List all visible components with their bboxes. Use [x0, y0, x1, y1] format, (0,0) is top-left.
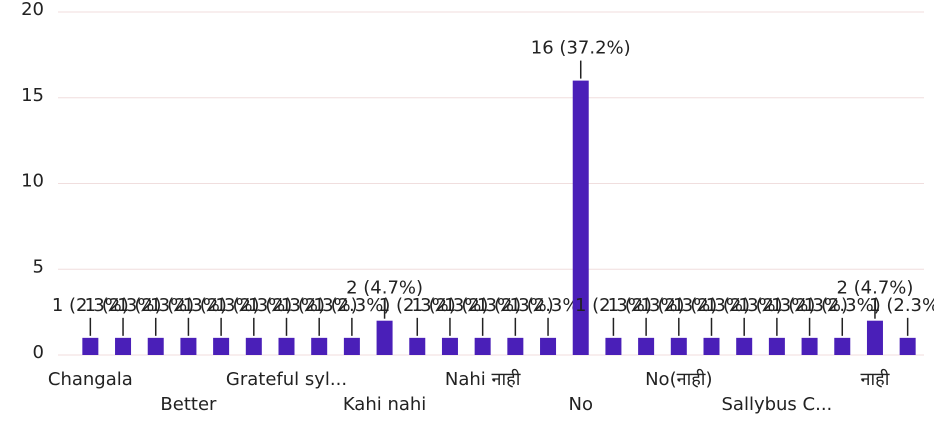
bar: [376, 320, 393, 355]
bar: [670, 337, 687, 355]
data-label: 1 (2.3%): [215, 295, 292, 316]
x-tick-label: Sallybus C...: [721, 394, 832, 415]
y-tick-label: 20: [21, 0, 44, 20]
data-label: 1 (2.3%): [869, 295, 934, 316]
data-label: 1 (2.3%): [608, 295, 685, 316]
bar: [572, 80, 589, 355]
bar: [278, 337, 295, 355]
x-tick-label: Changala: [48, 369, 133, 390]
bar: [899, 337, 916, 355]
bar: [507, 337, 524, 355]
data-label: 1 (2.3%): [444, 295, 521, 316]
y-tick-label: 15: [21, 85, 44, 106]
bar: [180, 337, 197, 355]
bar: [115, 337, 132, 355]
data-label: 1 (2.3%): [738, 295, 815, 316]
bar: [441, 337, 458, 355]
x-tick-label: No: [568, 394, 592, 415]
y-tick-label: 5: [33, 256, 44, 277]
data-label: 1 (2.3%): [379, 295, 456, 316]
bar: [147, 337, 164, 355]
x-tick-label: नाही: [861, 368, 890, 390]
data-label: 1 (2.3%): [248, 295, 325, 316]
bar: [801, 337, 818, 355]
data-label: 1 (2.3%): [804, 295, 881, 316]
x-tick-label: Grateful syl...: [226, 369, 347, 390]
y-tick-label: 10: [21, 171, 44, 192]
bar: [311, 337, 328, 355]
data-label: 16 (37.2%): [531, 38, 631, 59]
data-label: 1 (2.3%): [150, 295, 227, 316]
bar: [343, 337, 360, 355]
bar: [474, 337, 491, 355]
data-label: 2 (4.7%): [346, 278, 423, 299]
data-label: 1 (2.3%): [85, 295, 162, 316]
data-label: 1 (2.3%): [411, 295, 488, 316]
bar: [866, 320, 883, 355]
data-label: 1 (2.3%): [575, 295, 652, 316]
data-label: 1 (2.3%): [117, 295, 194, 316]
bar: [703, 337, 720, 355]
bar: [768, 337, 785, 355]
data-label: 1 (2.3%): [510, 295, 587, 316]
bar: [213, 337, 230, 355]
x-tick-label: Better: [160, 394, 217, 415]
data-label: 1 (2.3%): [183, 295, 260, 316]
x-tick-label: Nahi नाही: [445, 368, 521, 390]
bar: [605, 337, 622, 355]
x-tick-label: Kahi nahi: [343, 394, 427, 415]
bar: [82, 337, 99, 355]
x-tick-label: No(नाही): [645, 368, 712, 390]
bar: [638, 337, 655, 355]
bar: [834, 337, 851, 355]
data-label: 1 (2.3%): [313, 295, 390, 316]
data-label: 1 (2.3%): [640, 295, 717, 316]
bar: [245, 337, 262, 355]
data-label: 1 (2.3%): [281, 295, 358, 316]
data-label: 1 (2.3%): [771, 295, 848, 316]
bar: [409, 337, 426, 355]
bar: [540, 337, 557, 355]
data-label: 1 (2.3%): [706, 295, 783, 316]
data-label: 1 (2.3%): [673, 295, 750, 316]
y-tick-label: 0: [33, 342, 44, 363]
bar: [736, 337, 753, 355]
data-label: 2 (4.7%): [836, 278, 913, 299]
data-label: 1 (2.3%): [477, 295, 554, 316]
data-label: 1 (2.3%): [52, 295, 129, 316]
